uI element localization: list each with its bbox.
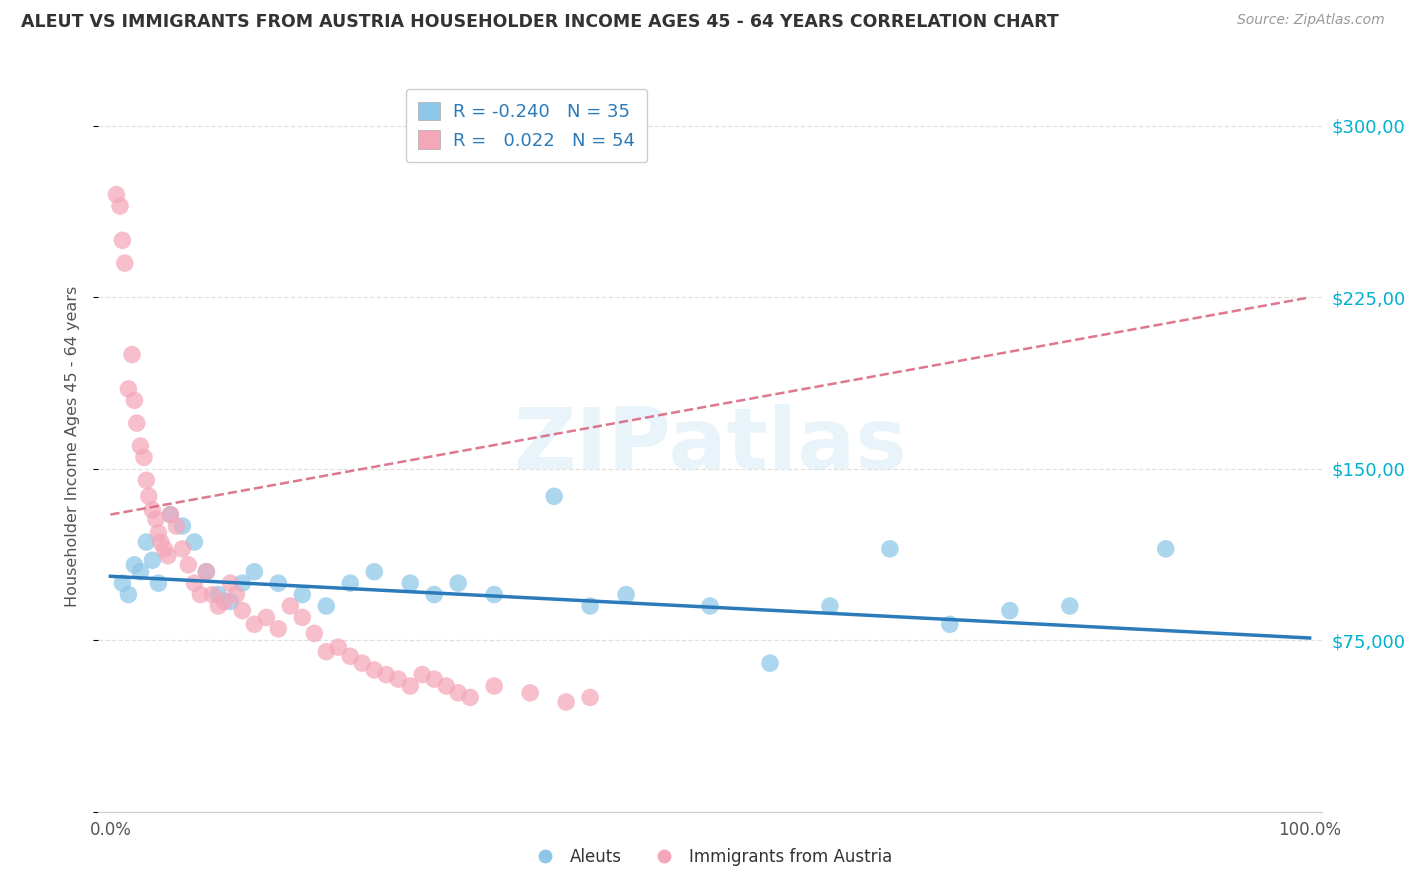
Point [278,599,301,613]
Point [304,626,326,640]
Point [117,382,139,396]
Point [423,588,446,602]
Point [124,558,146,572]
Point [138,489,160,503]
Point [219,594,242,608]
Point [1154,541,1177,556]
Point [699,599,721,613]
Point [231,603,253,617]
Point [411,667,433,681]
Point [125,416,148,430]
Point [177,558,200,572]
Point [543,489,565,503]
Point [159,508,181,522]
Point [447,576,470,591]
Point [434,679,457,693]
Point [165,519,187,533]
Point [231,576,253,591]
Point [108,199,131,213]
Point [121,348,143,362]
Point [124,393,146,408]
Point [129,439,152,453]
Point [129,565,152,579]
Point [207,599,229,613]
Point [399,576,422,591]
Point [111,233,134,247]
Point [114,256,136,270]
Point [267,576,290,591]
Point [172,541,194,556]
Point [818,599,841,613]
Point [135,535,157,549]
Point [291,588,314,602]
Point [998,603,1021,617]
Point [363,565,385,579]
Point [339,576,361,591]
Point [291,610,314,624]
Point [482,588,505,602]
Point [579,690,602,705]
Point [188,588,212,602]
Point [214,594,236,608]
Point [145,512,167,526]
Point [375,667,398,681]
Point [423,672,446,686]
Point [579,599,602,613]
Point [387,672,409,686]
Y-axis label: Householder Income Ages 45 - 64 years: Householder Income Ages 45 - 64 years [65,285,80,607]
Point [183,576,205,591]
Point [149,535,172,549]
Point [148,525,170,540]
Point [482,679,505,693]
Point [352,656,374,670]
Point [759,656,782,670]
Point [363,663,385,677]
Point [614,588,637,602]
Point [195,565,218,579]
Point [315,645,337,659]
Point [141,503,163,517]
Point [254,610,277,624]
Point [219,576,242,591]
Point [207,588,229,602]
Point [117,588,139,602]
Point [458,690,481,705]
Point [243,565,266,579]
Point [141,553,163,567]
Point [105,187,128,202]
Text: Source: ZipAtlas.com: Source: ZipAtlas.com [1237,13,1385,28]
Point [201,588,224,602]
Point [267,622,290,636]
Point [135,473,157,487]
Point [148,576,170,591]
Point [879,541,901,556]
Point [399,679,422,693]
Point [555,695,578,709]
Point [111,576,134,591]
Point [195,565,218,579]
Point [159,508,181,522]
Point [339,649,361,664]
Point [243,617,266,632]
Legend: Aleuts, Immigrants from Austria: Aleuts, Immigrants from Austria [522,841,898,873]
Point [447,686,470,700]
Text: ALEUT VS IMMIGRANTS FROM AUSTRIA HOUSEHOLDER INCOME AGES 45 - 64 YEARS CORRELATI: ALEUT VS IMMIGRANTS FROM AUSTRIA HOUSEHO… [21,13,1059,31]
Point [132,450,155,465]
Point [225,588,247,602]
Point [315,599,337,613]
Point [156,549,179,563]
Point [328,640,350,655]
Point [939,617,962,632]
Point [153,541,176,556]
Point [172,519,194,533]
Point [183,535,205,549]
Point [519,686,541,700]
Text: ZIPatlas: ZIPatlas [513,404,907,488]
Point [1059,599,1081,613]
